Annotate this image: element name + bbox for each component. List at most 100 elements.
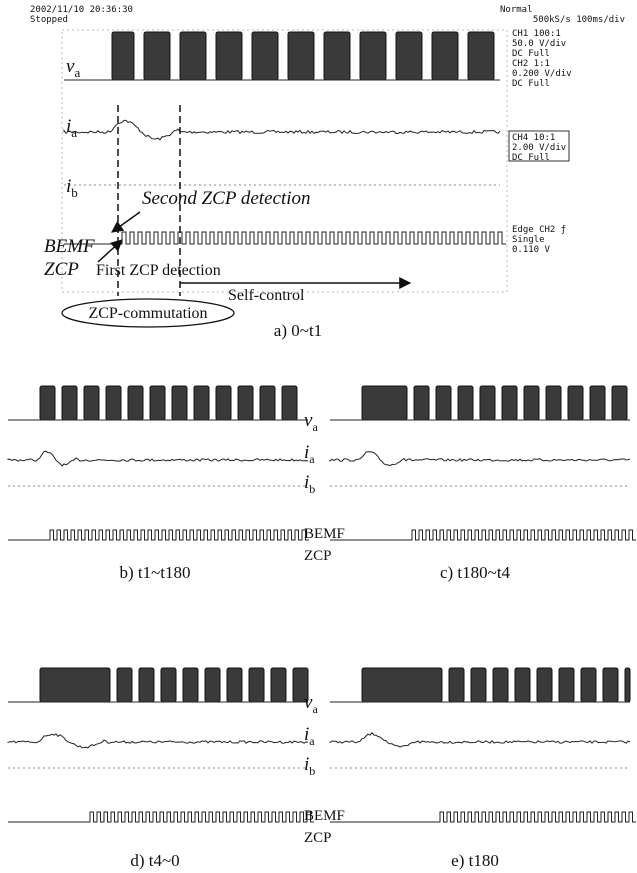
trigger: 0.110 V xyxy=(512,245,551,255)
setting: DC Full xyxy=(512,79,550,89)
pwm-burst xyxy=(282,386,297,420)
zcp-commutation: ZCP-commutation xyxy=(88,305,207,322)
pwm-burst xyxy=(183,668,198,702)
pwm-burst xyxy=(360,32,386,80)
pwm-burst xyxy=(227,668,242,702)
setting: CH1 100:1 xyxy=(512,29,561,39)
pwm-burst xyxy=(432,32,458,80)
pwm-burst xyxy=(493,668,508,702)
pwm-burst xyxy=(568,386,583,420)
waveform xyxy=(8,734,308,748)
pwm-burst xyxy=(161,668,176,702)
pwm-burst xyxy=(288,32,314,80)
va-label: va xyxy=(66,56,80,80)
ia-label: ia xyxy=(304,442,315,466)
second-zcp: Second ZCP detection xyxy=(142,188,311,209)
pwm-burst xyxy=(40,668,110,702)
ib-label: ib xyxy=(304,754,315,778)
pwm-burst xyxy=(40,386,55,420)
pwm-burst xyxy=(84,386,99,420)
waveform xyxy=(330,452,630,466)
pwm-burst xyxy=(537,668,552,702)
pwm-burst xyxy=(414,386,429,420)
pwm-burst xyxy=(128,386,143,420)
rate: 500kS/s 100ms/div xyxy=(533,15,625,25)
sub: a xyxy=(309,452,315,466)
pwm-burst xyxy=(471,668,486,702)
pwm-burst xyxy=(625,668,630,702)
trigger: Single xyxy=(512,235,545,245)
ia-label: ia xyxy=(304,724,315,748)
sub: a xyxy=(74,65,80,80)
pwm-burst xyxy=(581,668,596,702)
setting: 0.200 V/div xyxy=(512,69,572,79)
zcp-label: ZCP xyxy=(304,830,332,846)
pwm-burst xyxy=(362,668,442,702)
sub: a xyxy=(312,702,318,716)
waveform xyxy=(8,451,308,466)
pwm-burst xyxy=(396,32,422,80)
pwm-burst xyxy=(180,32,206,80)
pwm-burst xyxy=(205,668,220,702)
ib-label: ib xyxy=(66,176,78,200)
pwm-burst xyxy=(106,386,121,420)
pwm-burst xyxy=(603,668,618,702)
pwm-burst xyxy=(150,386,165,420)
first-zcp: First ZCP detection xyxy=(96,262,221,279)
caption: a) 0~t1 xyxy=(274,321,322,340)
sub: a xyxy=(71,125,77,140)
panel-e xyxy=(330,668,636,822)
pwm-burst xyxy=(238,386,253,420)
pwm-burst xyxy=(502,386,517,420)
caption: d) t4~0 xyxy=(130,851,179,870)
pwm-burst xyxy=(524,386,539,420)
pwm-burst xyxy=(216,386,231,420)
setting: 2.00 V/div xyxy=(512,143,566,153)
ia-label: ia xyxy=(66,116,77,140)
pwm-burst xyxy=(62,386,77,420)
pwm-burst xyxy=(271,668,286,702)
pwm-burst xyxy=(468,32,494,80)
sub: a xyxy=(309,734,315,748)
sub: a xyxy=(312,420,318,434)
pwm-burst xyxy=(449,668,464,702)
waveform xyxy=(8,530,309,540)
self-control: Self-control xyxy=(228,287,305,304)
caption: e) t180 xyxy=(451,851,499,870)
sub: b xyxy=(309,764,315,778)
waveform xyxy=(64,120,500,139)
pwm-burst xyxy=(458,386,473,420)
pwm-burst xyxy=(172,386,187,420)
va-label: va xyxy=(304,410,318,434)
zcp-label: ZCP xyxy=(304,548,332,564)
sub: b xyxy=(71,185,78,200)
setting: DC Full xyxy=(512,49,550,59)
pwm-burst xyxy=(362,386,407,420)
figure: 2002/11/10 20:36:30 Stopped Normal 500kS… xyxy=(0,0,637,873)
waveform xyxy=(8,812,314,822)
caption: c) t180~t4 xyxy=(440,563,511,582)
pwm-burst xyxy=(590,386,605,420)
pwm-burst xyxy=(194,386,209,420)
pwm-burst xyxy=(559,668,574,702)
status: Stopped xyxy=(30,15,68,25)
ib-label: ib xyxy=(304,472,315,496)
pwm-burst xyxy=(117,668,132,702)
pwm-burst xyxy=(480,386,495,420)
pwm-burst xyxy=(139,668,154,702)
pwm-burst xyxy=(112,32,134,80)
sub: b xyxy=(309,482,315,496)
waveform xyxy=(330,812,636,822)
pwm-burst xyxy=(249,668,264,702)
setting: 50.0 V/div xyxy=(512,39,566,49)
waveform xyxy=(330,530,636,540)
pwm-burst xyxy=(260,386,275,420)
setting: CH4 10:1 xyxy=(512,133,555,143)
arrow xyxy=(112,212,140,232)
pwm-burst xyxy=(324,32,350,80)
pwm-burst xyxy=(546,386,561,420)
bemf-label: BEMF xyxy=(44,236,95,257)
pwm-burst xyxy=(252,32,278,80)
